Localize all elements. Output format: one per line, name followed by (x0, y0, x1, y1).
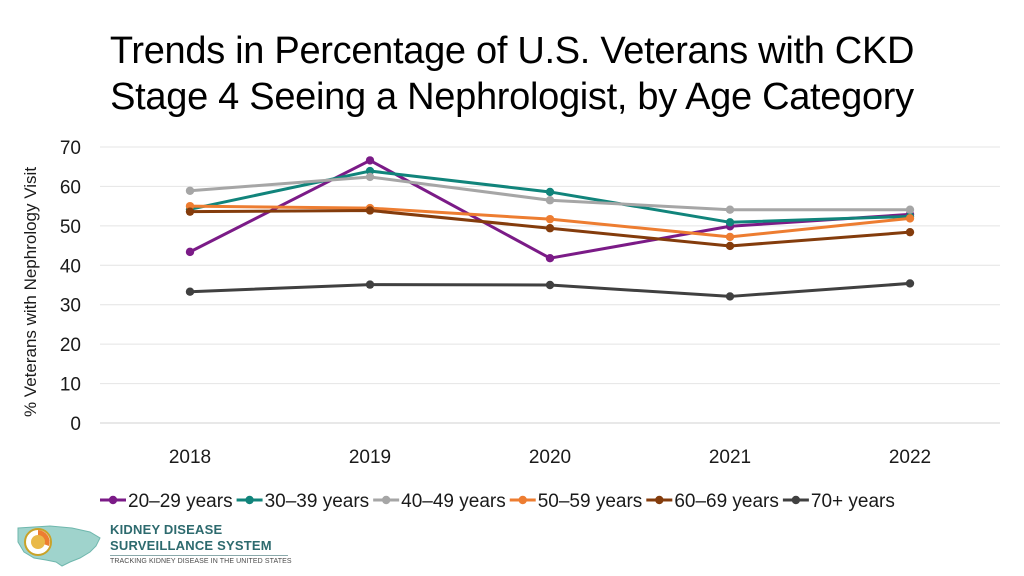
kdss-logo: KIDNEY DISEASE SURVEILLANCE SYSTEM TRACK… (10, 518, 292, 570)
data-point (545, 253, 555, 263)
legend-label: 70+ years (811, 491, 895, 512)
legend-label: 50–59 years (538, 491, 643, 512)
legend-label: 20–29 years (128, 491, 233, 512)
legend-marker (108, 495, 118, 505)
y-tick-label: 20 (60, 335, 81, 356)
data-point (905, 214, 915, 223)
logo-tagline: TRACKING KIDNEY DISEASE IN THE UNITED ST… (110, 558, 292, 565)
data-point (545, 280, 555, 290)
data-point (365, 280, 375, 289)
x-tick-label: 2018 (169, 447, 211, 468)
data-point (185, 287, 195, 296)
data-point (545, 187, 555, 197)
y-axis-label: % Veterans with Nephrology Visit (21, 167, 40, 417)
data-point (725, 241, 735, 251)
data-point (905, 279, 915, 288)
chart-title-line-2: Stage 4 Seeing a Nephrologist, by Age Ca… (110, 76, 914, 118)
data-point (545, 214, 555, 224)
y-tick-label: 60 (60, 177, 81, 198)
data-point (725, 205, 735, 214)
chart-title: Trends in Percentage of U.S. Veterans wi… (0, 28, 1024, 120)
legend-marker (655, 495, 664, 505)
data-point (905, 227, 915, 237)
legend-marker (245, 495, 254, 505)
y-tick-label: 0 (70, 414, 81, 435)
data-point (725, 292, 735, 301)
logo-text-line-2: SURVEILLANCE SYSTEM (110, 538, 272, 553)
y-tick-label: 70 (60, 138, 81, 159)
data-point (365, 166, 375, 176)
data-point (725, 218, 735, 227)
x-tick-label: 2019 (349, 447, 391, 468)
y-tick-label: 40 (60, 256, 81, 277)
x-tick-label: 2021 (709, 447, 751, 468)
legend-marker (381, 495, 391, 505)
data-point (545, 224, 555, 233)
y-tick-label: 10 (60, 375, 81, 396)
data-point (905, 205, 915, 214)
x-tick-label: 2022 (889, 447, 931, 468)
legend-label: 30–39 years (265, 491, 370, 512)
y-tick-label: 30 (60, 296, 81, 317)
y-tick-label: 50 (60, 217, 81, 238)
us-map-logo-icon (17, 525, 101, 567)
legend-marker (518, 495, 527, 505)
legend-label: 60–69 years (674, 491, 779, 512)
data-point (365, 206, 375, 215)
legend-marker (791, 495, 801, 505)
data-point (725, 232, 735, 242)
logo-divider (110, 555, 288, 556)
x-tick-label: 2020 (529, 447, 571, 468)
data-point (545, 196, 555, 205)
data-point (185, 186, 195, 195)
legend-label: 40–49 years (401, 491, 506, 512)
data-point (365, 156, 375, 165)
data-point (365, 172, 375, 182)
data-point (185, 247, 195, 257)
logo-text-line-1: KIDNEY DISEASE (110, 522, 223, 537)
chart-title-line-1: Trends in Percentage of U.S. Veterans wi… (109, 30, 915, 72)
data-point (185, 207, 195, 216)
